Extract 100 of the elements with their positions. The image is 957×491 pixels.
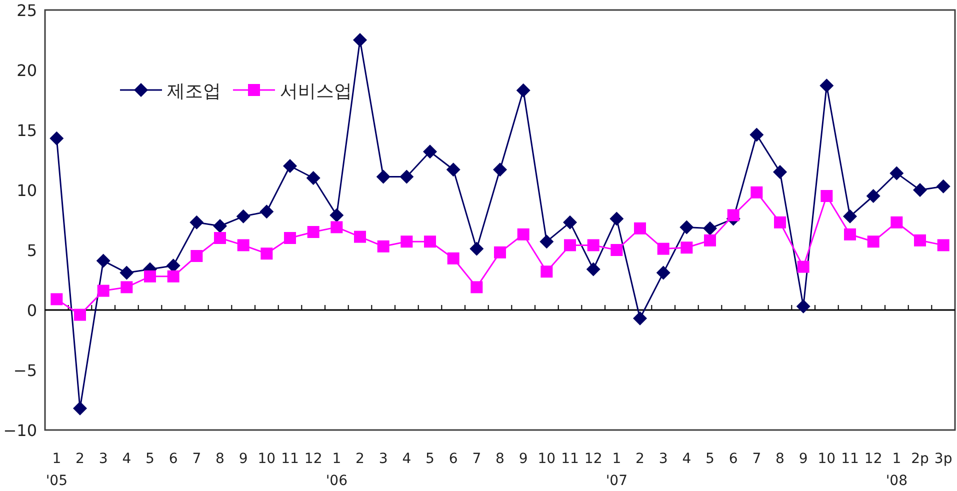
point <box>283 159 297 173</box>
x-tick-label: 3 <box>378 451 388 467</box>
x-tick-label: 12 <box>584 451 602 467</box>
x-tick-label: 10 <box>818 451 836 467</box>
y-tick-label: 10 <box>16 181 37 200</box>
point <box>400 236 413 248</box>
x-tick-label: 7 <box>472 451 482 467</box>
legend-label: 제조업 <box>167 81 221 102</box>
point <box>820 190 833 202</box>
x-tick-label: 5 <box>426 451 434 467</box>
x-tick-label: 8 <box>216 451 224 467</box>
x-tick-label: 9 <box>798 451 808 467</box>
point <box>423 144 437 159</box>
y-tick-label: −10 <box>3 421 37 440</box>
point <box>376 170 390 184</box>
point <box>424 236 436 248</box>
point <box>260 204 274 219</box>
x-tick-label: 4 <box>122 451 132 467</box>
x-tick-label: 12 <box>304 451 322 467</box>
x-tick-label: 4 <box>682 451 692 467</box>
y-tick-label: 20 <box>16 61 37 80</box>
x-tick-label: 5 <box>146 451 154 467</box>
x-tick-label: 7 <box>192 451 202 467</box>
point <box>494 246 506 258</box>
x-tick-label: 2 <box>76 451 84 467</box>
x-tick-label: 6 <box>448 451 458 467</box>
x-tick-label: 1 '05 <box>46 451 68 489</box>
point <box>97 284 110 297</box>
point <box>306 171 320 185</box>
point <box>727 209 740 222</box>
legend-label: 서비스업 <box>280 81 352 102</box>
point <box>750 128 764 142</box>
point <box>704 234 716 246</box>
point <box>844 228 856 240</box>
point <box>866 189 880 203</box>
x-tick-label: 3 <box>98 451 108 467</box>
y-tick-label: 25 <box>16 1 37 20</box>
point <box>936 179 950 194</box>
point <box>330 208 344 222</box>
point <box>330 221 343 234</box>
point <box>213 219 227 233</box>
point <box>144 270 156 282</box>
point <box>260 248 273 260</box>
point <box>470 242 484 256</box>
point <box>610 212 624 226</box>
point <box>657 242 670 255</box>
y-tick-label: 5 <box>26 241 37 260</box>
x-tick-label: 11 <box>281 451 299 467</box>
x-tick-label: 3 <box>658 451 668 467</box>
point <box>680 242 693 254</box>
x-tick-label: 11 <box>841 451 859 467</box>
point <box>120 266 134 280</box>
y-tick-label: 15 <box>16 121 37 140</box>
x-tick-label: 6 <box>168 451 178 467</box>
point <box>750 186 763 198</box>
point <box>937 239 950 252</box>
x-tick-label: 10 <box>258 451 276 467</box>
y-tick-label: 0 <box>26 301 37 320</box>
point <box>120 281 133 294</box>
point <box>50 293 63 306</box>
x-tick-label: 2 <box>356 451 364 467</box>
point <box>587 239 600 252</box>
point <box>307 226 320 238</box>
point <box>470 281 483 294</box>
point <box>680 220 694 234</box>
point <box>236 209 250 224</box>
x-tick-label: 1 '07 <box>606 451 628 489</box>
point <box>73 401 87 416</box>
x-tick-label: 12 <box>864 451 882 467</box>
point <box>190 215 204 230</box>
point <box>74 308 86 321</box>
point <box>820 78 834 93</box>
y-tick-label: −5 <box>13 361 37 380</box>
x-tick-label: 4 <box>402 451 412 467</box>
point <box>564 239 576 252</box>
point <box>96 254 110 268</box>
x-tick-label: 1 '06 <box>326 451 348 489</box>
point <box>446 162 460 177</box>
point <box>354 230 366 243</box>
point <box>540 234 554 249</box>
point <box>867 236 880 248</box>
x-tick-label: 11 <box>561 451 579 467</box>
point <box>353 33 367 47</box>
point <box>540 266 553 278</box>
x-tick-label: 8 <box>776 451 784 467</box>
point <box>50 131 64 146</box>
point <box>843 209 857 224</box>
point <box>774 216 786 228</box>
point <box>493 162 507 177</box>
x-tick-label: 2p <box>911 451 930 467</box>
x-tick-label: 1 '08 <box>886 451 908 489</box>
point <box>517 228 530 240</box>
x-tick-label: 6 <box>728 451 738 467</box>
point <box>284 232 296 244</box>
x-tick-label: 5 <box>706 451 714 467</box>
x-tick-label: 9 <box>518 451 528 467</box>
point <box>190 250 203 262</box>
point <box>656 266 670 280</box>
point <box>703 221 717 236</box>
point <box>914 234 926 246</box>
